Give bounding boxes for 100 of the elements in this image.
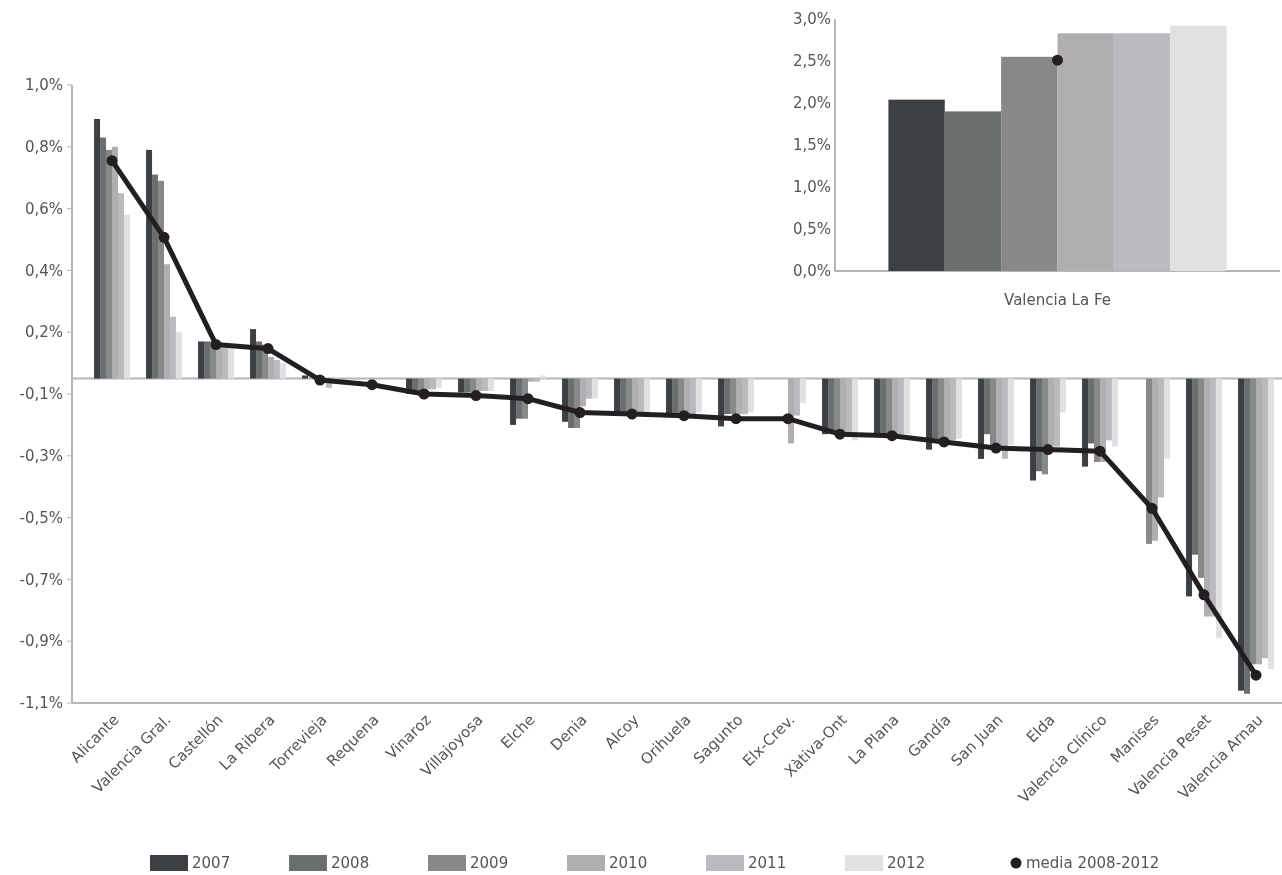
point bbox=[1042, 444, 1054, 456]
bar bbox=[626, 378, 632, 413]
bar bbox=[666, 378, 673, 415]
point bbox=[834, 428, 846, 440]
y-tick-label: 2,0% bbox=[792, 94, 831, 113]
bar bbox=[1001, 56, 1058, 271]
bar bbox=[539, 375, 546, 379]
legend-label: 2009 bbox=[470, 854, 509, 873]
y-tick-label: 2,5% bbox=[792, 52, 831, 71]
point bbox=[938, 436, 950, 448]
bar bbox=[886, 378, 892, 435]
bar bbox=[926, 378, 933, 450]
bar bbox=[955, 378, 962, 439]
bar bbox=[1036, 378, 1043, 472]
y-tick-label: 0,2% bbox=[24, 323, 63, 342]
y-tick-label: -0,9% bbox=[19, 632, 63, 651]
bar bbox=[279, 363, 286, 379]
bar bbox=[302, 375, 309, 379]
bar bbox=[828, 378, 835, 435]
point bbox=[210, 339, 222, 351]
bar bbox=[672, 378, 679, 415]
bar bbox=[1215, 378, 1222, 639]
bar bbox=[822, 378, 829, 435]
y-tick-label: 0,6% bbox=[24, 199, 63, 218]
bar bbox=[1170, 25, 1227, 271]
bar bbox=[944, 111, 1002, 271]
point bbox=[1094, 445, 1106, 457]
point bbox=[366, 379, 378, 391]
point bbox=[158, 231, 170, 243]
bar bbox=[984, 378, 991, 435]
bar bbox=[204, 341, 211, 379]
bar bbox=[1238, 378, 1245, 691]
bar bbox=[888, 99, 945, 271]
y-tick-label: -0,7% bbox=[19, 570, 63, 589]
y-tick-label: 0,8% bbox=[24, 138, 63, 157]
y-tick-label: 1,0% bbox=[792, 178, 831, 197]
bar bbox=[990, 378, 996, 447]
legend-label: media 2008-2012 bbox=[1026, 854, 1160, 873]
bar bbox=[487, 378, 494, 391]
bar bbox=[94, 118, 101, 379]
bar bbox=[1146, 378, 1152, 544]
bar bbox=[938, 378, 944, 441]
bar bbox=[724, 378, 731, 415]
bar bbox=[1088, 378, 1095, 444]
bar bbox=[903, 378, 910, 435]
bar bbox=[464, 378, 471, 393]
bar bbox=[1042, 378, 1048, 475]
bar bbox=[1267, 378, 1274, 670]
bar bbox=[978, 378, 985, 459]
point bbox=[1250, 669, 1262, 681]
bar bbox=[614, 378, 621, 413]
bar bbox=[932, 378, 939, 439]
bar bbox=[1082, 378, 1089, 467]
legend-label: 2008 bbox=[331, 854, 370, 873]
point bbox=[418, 388, 430, 400]
point bbox=[314, 374, 326, 386]
bar bbox=[106, 149, 112, 379]
bar bbox=[1198, 378, 1204, 578]
bar bbox=[1030, 378, 1037, 481]
bar bbox=[799, 378, 806, 404]
bar bbox=[643, 378, 650, 413]
bar bbox=[695, 378, 702, 413]
bar bbox=[1250, 378, 1256, 665]
point bbox=[990, 442, 1002, 454]
y-tick-label: -1,1% bbox=[19, 694, 63, 713]
bar bbox=[1192, 378, 1199, 555]
bar bbox=[678, 378, 684, 415]
y-tick-label: -0,3% bbox=[19, 447, 63, 466]
bar bbox=[1059, 378, 1066, 413]
point bbox=[678, 410, 690, 422]
bar bbox=[730, 378, 736, 415]
point bbox=[886, 430, 898, 442]
y-tick-label: -0,5% bbox=[19, 508, 63, 527]
point bbox=[470, 390, 482, 402]
bar bbox=[146, 149, 153, 379]
bar bbox=[175, 332, 182, 379]
bar bbox=[158, 180, 164, 379]
y-tick-label: 0,5% bbox=[792, 220, 831, 239]
bar bbox=[458, 378, 465, 393]
bar bbox=[1111, 378, 1118, 447]
bar bbox=[100, 137, 107, 379]
point bbox=[1198, 589, 1210, 601]
legend-label: 2012 bbox=[887, 854, 926, 873]
bar bbox=[435, 378, 442, 388]
bar bbox=[152, 174, 159, 379]
y-tick-label: 3,0% bbox=[792, 10, 831, 29]
bar bbox=[880, 378, 887, 435]
bar bbox=[1007, 378, 1014, 445]
bar bbox=[1244, 378, 1251, 694]
point bbox=[106, 155, 118, 167]
bar bbox=[851, 378, 858, 441]
point bbox=[782, 413, 794, 425]
x-tick-label: Valencia La Fe bbox=[1004, 291, 1111, 309]
bar bbox=[1186, 378, 1193, 597]
legend-label: 2010 bbox=[609, 854, 648, 873]
point bbox=[626, 408, 638, 420]
bar bbox=[250, 329, 257, 379]
y-tick-label: 0,0% bbox=[792, 262, 831, 281]
point bbox=[262, 343, 274, 355]
point bbox=[1146, 502, 1158, 514]
